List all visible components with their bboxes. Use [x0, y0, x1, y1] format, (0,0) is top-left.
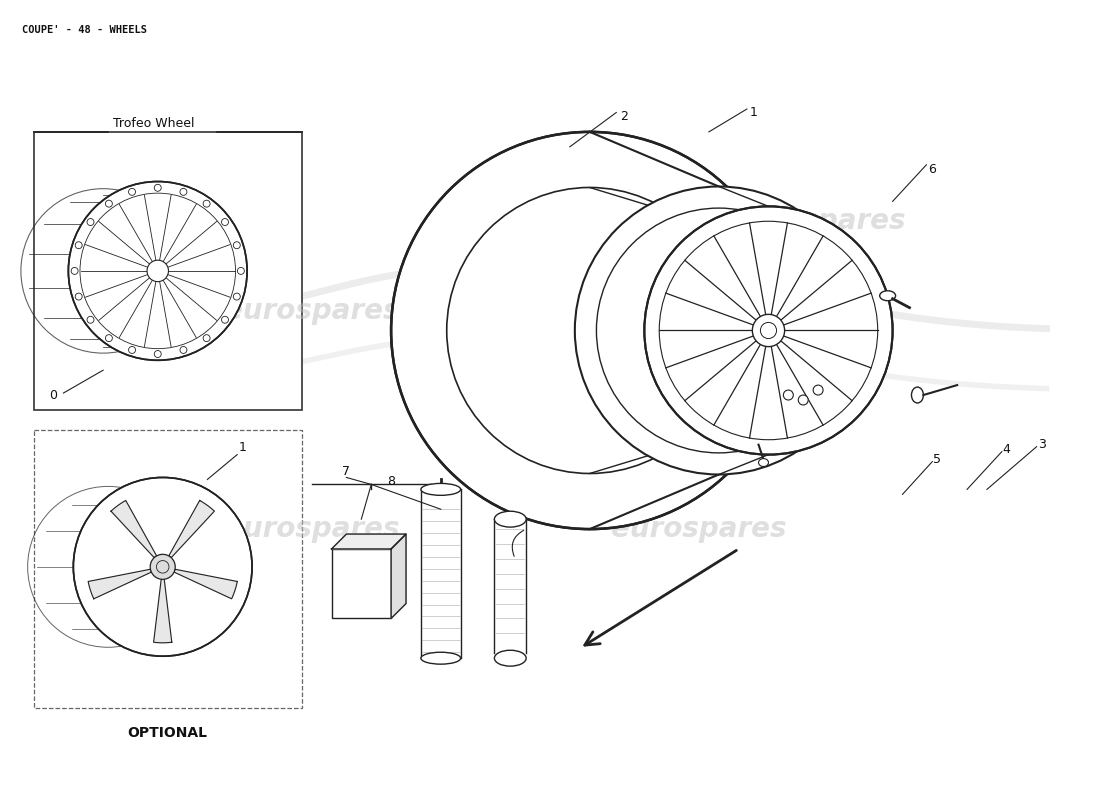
Text: eurospares: eurospares [224, 515, 399, 543]
Bar [34, 132, 301, 410]
Ellipse shape [880, 290, 895, 301]
Text: 1: 1 [239, 441, 246, 454]
Ellipse shape [813, 385, 823, 395]
Polygon shape [331, 534, 406, 549]
Polygon shape [111, 501, 156, 558]
Text: eurospares: eurospares [531, 297, 707, 325]
Ellipse shape [151, 554, 175, 579]
Text: 3: 3 [1037, 438, 1045, 451]
Ellipse shape [783, 390, 793, 400]
Bar [331, 549, 392, 618]
Text: 2: 2 [620, 110, 628, 123]
Text: Trofeo Wheel: Trofeo Wheel [113, 117, 195, 130]
Text: OPTIONAL: OPTIONAL [128, 726, 208, 740]
Ellipse shape [799, 395, 808, 405]
Ellipse shape [575, 186, 862, 474]
Polygon shape [392, 534, 406, 618]
Ellipse shape [392, 132, 789, 529]
Ellipse shape [759, 458, 769, 466]
Ellipse shape [494, 650, 526, 666]
Text: COUPE' - 48 - WHEELS: COUPE' - 48 - WHEELS [22, 25, 146, 34]
Ellipse shape [421, 652, 461, 664]
Polygon shape [154, 579, 172, 642]
Polygon shape [174, 570, 238, 598]
Ellipse shape [752, 314, 784, 346]
Ellipse shape [645, 206, 892, 454]
Ellipse shape [147, 260, 168, 282]
Ellipse shape [74, 478, 252, 656]
Text: eurospares: eurospares [612, 515, 786, 543]
Text: 5: 5 [933, 453, 942, 466]
Text: 6: 6 [928, 163, 936, 176]
Ellipse shape [421, 483, 461, 495]
Polygon shape [88, 570, 152, 598]
Text: 0: 0 [50, 389, 57, 402]
Text: 1: 1 [749, 106, 758, 118]
Ellipse shape [912, 387, 923, 403]
Text: 8: 8 [387, 475, 395, 488]
Text: 7: 7 [342, 465, 351, 478]
Text: eurospares: eurospares [224, 297, 399, 325]
Bar [34, 430, 301, 708]
Ellipse shape [494, 511, 526, 527]
Text: eurospares: eurospares [730, 207, 906, 235]
Ellipse shape [68, 182, 248, 360]
Text: 4: 4 [1003, 443, 1011, 456]
Polygon shape [168, 501, 214, 558]
